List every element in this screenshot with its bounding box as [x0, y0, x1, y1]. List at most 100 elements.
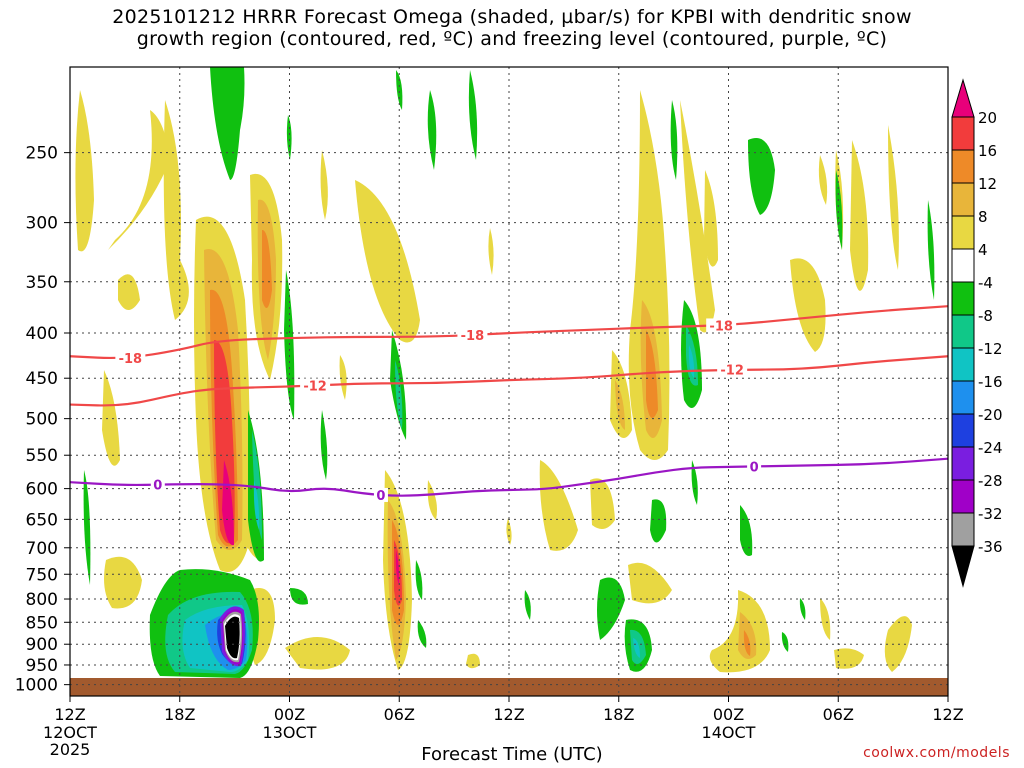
x-tick-label: 12Z — [932, 705, 963, 724]
colorbar-label: -8 — [978, 307, 993, 325]
omega-shade-region — [590, 478, 615, 529]
omega-shade-region — [633, 638, 640, 658]
title-line-2: growth region (contoured, red, ºC) and f… — [136, 28, 888, 50]
contour-label-bg — [747, 459, 762, 474]
contour-lines: -18 -18 -18 -12 -12 0 0 0 — [69, 305, 949, 504]
colorbar-label: -12 — [978, 340, 1003, 358]
omega-shading — [70, 67, 948, 696]
colorbar-label: 8 — [978, 208, 988, 226]
colorbar-top-arrow — [951, 78, 975, 118]
omega-shade-region — [427, 90, 437, 170]
omega-shade-region — [615, 380, 625, 430]
colorbar: 20 16 12 8 4 -4 -8 -12 -16 -20 -24 -28 -32 -36 — [951, 78, 1003, 588]
x-tick-label: 00Z — [274, 705, 305, 724]
omega-shade-region — [102, 370, 120, 466]
x-date-label: 12OCT — [43, 723, 97, 742]
contour-label-bg — [150, 477, 165, 492]
colorbar-swatch — [951, 446, 975, 481]
y-tick-label: 650 — [26, 510, 58, 530]
chart-title: 2025101212 HRRR Forecast Omega (shaded, … — [0, 6, 1024, 50]
omega-shade-region — [396, 70, 403, 110]
contour-label-bg — [706, 318, 737, 333]
y-tick-label: 450 — [26, 369, 58, 389]
y-tick-label: 750 — [26, 565, 58, 585]
omega-shade-region — [417, 620, 427, 648]
y-tick-label: 1000 — [15, 676, 58, 696]
y-tick-label: 500 — [26, 410, 58, 430]
y-tick-label: 950 — [26, 656, 58, 676]
x-tick-label: 18Z — [164, 705, 195, 724]
x-tick-label: 06Z — [823, 705, 854, 724]
omega-shade-region — [691, 460, 698, 505]
omega-shade-region — [468, 70, 478, 160]
omega-shade-region — [488, 228, 494, 275]
omega-shade-region — [466, 653, 480, 669]
omega-shade-region — [781, 632, 789, 652]
omega-shade-region — [104, 556, 142, 609]
omega-shade-region — [927, 200, 935, 300]
colorbar-swatch — [951, 314, 975, 349]
colorbar-bottom-arrow — [951, 545, 975, 588]
omega-shade-region — [355, 180, 420, 343]
contour-label: 0 — [153, 479, 162, 494]
gridlines — [70, 67, 948, 696]
y-tick-label: 550 — [26, 446, 58, 466]
colorbar-label: -32 — [978, 505, 1003, 523]
colorbar-label: -36 — [978, 538, 1003, 556]
omega-shade-region — [743, 630, 751, 656]
omega-shade-region — [835, 170, 843, 250]
omega-shade-region — [163, 100, 189, 320]
omega-shade-region — [748, 138, 775, 215]
x-year-label: 2025 — [50, 740, 91, 759]
contour-label-bg — [457, 327, 488, 342]
omega-shade-region — [108, 110, 170, 250]
colorbar-label: 12 — [978, 175, 997, 193]
contour-label: -18 — [709, 319, 733, 334]
omega-shade-region — [820, 598, 831, 640]
contour-label: -18 — [461, 329, 485, 344]
omega-shade-region — [799, 598, 806, 620]
credit-text: coolwx.com/models — [863, 745, 1010, 761]
contour-line — [69, 355, 949, 407]
omega-shade-region — [646, 330, 658, 418]
y-tick-label: 600 — [26, 480, 58, 500]
y-tick-label: 850 — [26, 613, 58, 633]
omega-shade-region — [395, 550, 400, 585]
x-date-label: 14OCT — [702, 723, 756, 742]
colorbar-swatch — [951, 116, 975, 151]
omega-shade-region — [670, 100, 678, 180]
omega-shade-region — [539, 460, 578, 551]
omega-shade-region — [818, 155, 828, 205]
omega-shade-region — [850, 140, 869, 291]
colorbar-swatch — [951, 182, 975, 217]
omega-shade-region — [210, 67, 245, 180]
contour-label-bg — [115, 351, 146, 366]
colorbar-label: 20 — [978, 109, 997, 127]
omega-shade-region — [740, 505, 753, 556]
omega-shade-region — [415, 560, 423, 600]
omega-shade-region — [339, 355, 347, 400]
omega-shade-region — [262, 229, 272, 308]
omega-shade-region — [506, 518, 512, 545]
colorbar-label: 16 — [978, 142, 997, 160]
omega-shade-region — [252, 430, 262, 540]
y-axis: 2503003504004505005506006507007508008509… — [15, 144, 70, 696]
colorbar-label: 4 — [978, 241, 988, 259]
contour-label: -12 — [303, 379, 327, 394]
omega-shade-region — [597, 577, 625, 640]
omega-shade-region — [83, 470, 91, 585]
colorbar-label: -28 — [978, 472, 1003, 490]
omega-shade-region — [790, 258, 826, 352]
colorbar-swatch — [951, 347, 975, 382]
colorbar-swatch — [951, 215, 975, 250]
contour-label: 0 — [376, 489, 385, 504]
omega-shade-region — [320, 410, 328, 480]
omega-shade-region — [320, 150, 328, 220]
omega-shade-region — [888, 125, 899, 270]
contour-label-bg — [717, 362, 748, 377]
omega-shade-region — [285, 636, 350, 670]
x-tick-label: 00Z — [713, 705, 744, 724]
y-tick-label: 300 — [26, 214, 58, 234]
